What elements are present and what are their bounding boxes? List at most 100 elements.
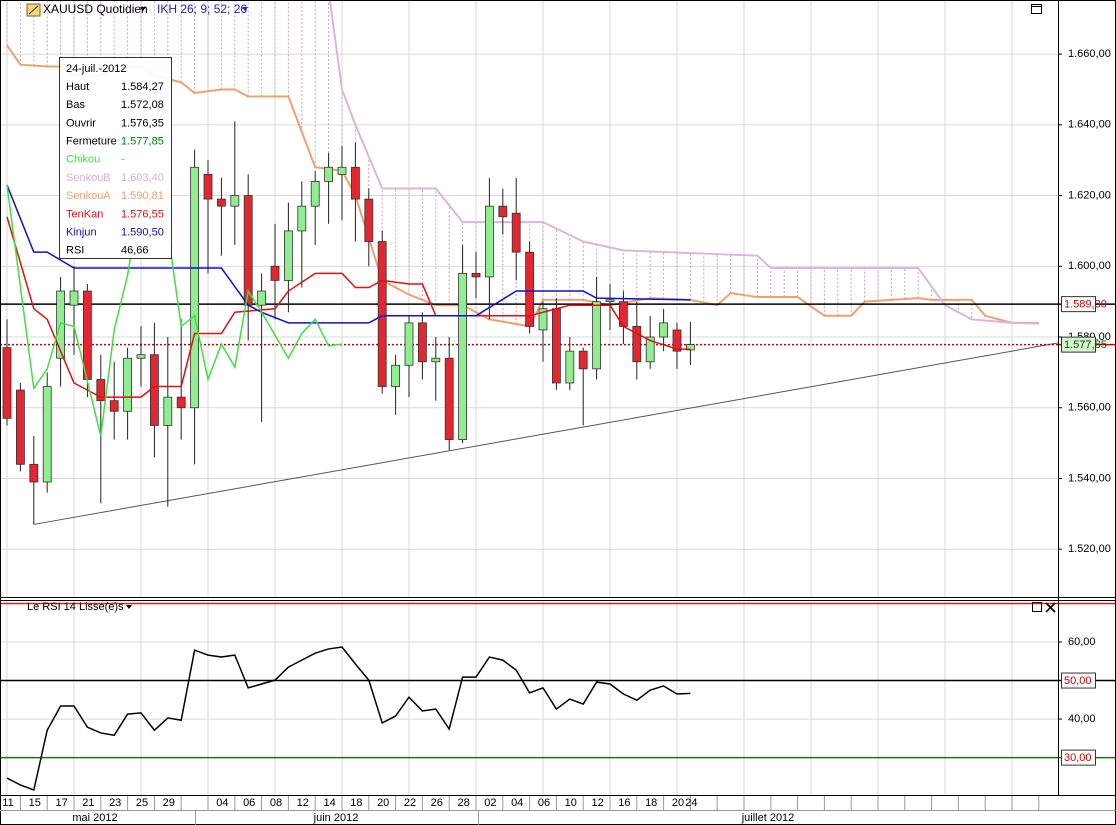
x-tick-label: 21 xyxy=(82,797,94,809)
candle-body xyxy=(83,290,92,380)
x-tick-label: 14 xyxy=(323,797,335,809)
maximize-button[interactable] xyxy=(1032,602,1042,612)
symbol-icon-stroke xyxy=(28,5,39,15)
x-tick-label: 15 xyxy=(29,797,41,809)
candle-body xyxy=(176,396,186,409)
y-tick-label: 1.520,00 xyxy=(1068,543,1111,555)
tooltip-box xyxy=(59,57,172,259)
chart-title[interactable]: XAUUSD Quotidien xyxy=(43,2,148,16)
x-tick-label: 29 xyxy=(163,797,175,809)
candle-body xyxy=(391,364,401,387)
candle-body xyxy=(525,251,534,327)
y-tick-label: 40,00 xyxy=(1068,713,1096,725)
candle-body xyxy=(2,347,12,419)
x-tick-label: 06 xyxy=(243,797,255,809)
level-label: 1.577,85 xyxy=(1064,339,1107,351)
x-tick-label: 08 xyxy=(270,797,282,809)
axes: 1.520,001.540,001.560,001.580,001.600,00… xyxy=(2,48,1116,810)
level-label-box xyxy=(1061,672,1096,689)
candle-body xyxy=(297,205,307,232)
candle-body xyxy=(136,354,146,359)
x-tick-label: 28 xyxy=(457,797,469,809)
indicator-title[interactable]: IKH 26; 9; 52; 26 xyxy=(157,2,247,16)
candle-body xyxy=(69,290,79,306)
candle-body xyxy=(471,272,481,278)
candle-body xyxy=(592,301,601,370)
candle-body xyxy=(605,299,615,303)
price-panel xyxy=(0,0,1058,598)
x-tick-label: 16 xyxy=(618,797,630,809)
candle-body xyxy=(190,166,200,409)
y-tick-label: 1.600,00 xyxy=(1068,260,1111,272)
level-label: 30,00 xyxy=(1064,752,1092,764)
candle-body xyxy=(404,322,414,366)
level-label-box xyxy=(1061,336,1096,353)
tooltip-value: 1.590,50 xyxy=(121,227,164,239)
line-series xyxy=(6,184,691,324)
tooltip-value: 1.576,55 xyxy=(121,208,164,220)
tooltip-value: - xyxy=(121,154,125,166)
tooltip-value: 1.584,27 xyxy=(121,81,164,93)
month-label: juin 2012 xyxy=(313,812,359,824)
x-tick-label: 12 xyxy=(591,797,603,809)
candle-body xyxy=(15,389,25,465)
candle-body xyxy=(109,400,119,412)
tooltip-label: Fermeture xyxy=(66,136,117,148)
month-label: juillet 2012 xyxy=(741,812,795,824)
x-tick-label: 11 xyxy=(2,797,13,809)
rsi-title[interactable]: Le RSI 14 Lisse(e)s xyxy=(27,601,124,613)
dropdown-arrow[interactable] xyxy=(140,7,146,11)
x-tick-label: 26 xyxy=(431,797,443,809)
x-tick-label: 12 xyxy=(297,797,309,809)
y-tick-label: 1.620,00 xyxy=(1068,189,1111,201)
x-tick-label: 25 xyxy=(136,797,148,809)
candle-body xyxy=(444,357,454,440)
candle-body xyxy=(283,230,293,281)
tooltip-label: TenKan xyxy=(66,208,103,220)
candle-body xyxy=(632,326,642,363)
y-tick-label: 1.640,00 xyxy=(1068,119,1111,131)
tooltip-value: 46,66 xyxy=(121,245,149,257)
dropdown-arrow[interactable] xyxy=(126,605,132,609)
x-tick-label: 02 xyxy=(484,797,496,809)
maximize-button[interactable] xyxy=(1031,4,1042,14)
tooltip-label: Kinjun xyxy=(66,227,97,239)
candle-body xyxy=(163,396,173,426)
candle-body xyxy=(149,354,159,426)
tooltip-value: 1.590,81 xyxy=(121,190,164,202)
tooltip-value: 1.603,40 xyxy=(121,172,164,184)
candle-body xyxy=(123,357,132,412)
candle-body xyxy=(350,166,360,200)
candle-body xyxy=(324,166,334,182)
tooltip-label: RSI xyxy=(66,245,84,257)
tooltip-label: Chikou xyxy=(66,154,100,166)
candle-body xyxy=(645,336,655,363)
candle-body xyxy=(659,322,668,338)
candle-body xyxy=(552,308,561,384)
x-tick-label: 20 xyxy=(672,797,684,809)
line-series xyxy=(328,0,1039,325)
candle-body xyxy=(337,166,347,175)
candle-body xyxy=(257,290,267,306)
candle-body xyxy=(672,329,682,352)
trendline xyxy=(33,342,1058,525)
x-tick-label: 18 xyxy=(350,797,362,809)
x-tick-label: 22 xyxy=(404,797,416,809)
candle-body xyxy=(270,265,280,281)
dropdown-arrow[interactable] xyxy=(242,7,248,11)
x-tick-label: 20 xyxy=(377,797,389,809)
y-tick-label: 1.560,00 xyxy=(1068,402,1111,414)
candle-body xyxy=(498,205,508,218)
rsi-panel xyxy=(0,600,1058,795)
x-tick-label: 10 xyxy=(565,797,577,809)
candle-body xyxy=(511,212,521,253)
close-button[interactable] xyxy=(1045,602,1056,613)
tooltip: 24-juil.-2012 Haut 1.584,27 Bas 1.572,08 Ouvr… xyxy=(59,57,172,259)
candle-body xyxy=(203,173,213,200)
level-label-box xyxy=(1061,749,1096,766)
x-tick-label: 17 xyxy=(55,797,67,809)
y-tick-label: 60,00 xyxy=(1068,636,1096,648)
candle-body xyxy=(377,241,387,387)
candle-body xyxy=(458,272,468,440)
